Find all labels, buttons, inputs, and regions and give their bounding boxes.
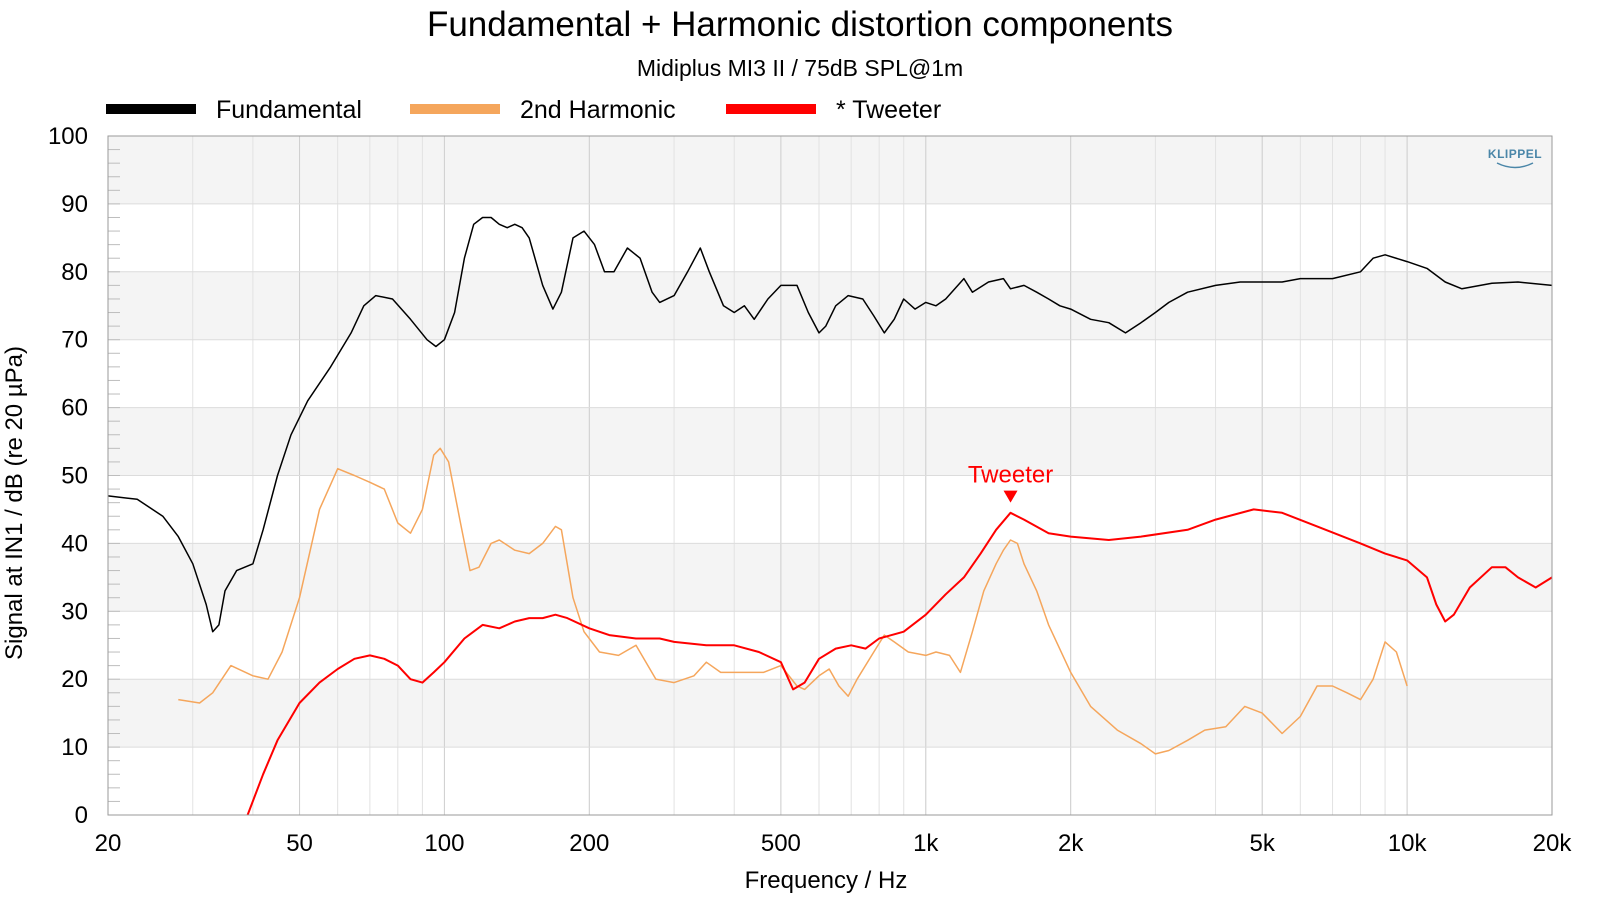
series-line-2nd-harmonic [178,447,1408,755]
legend-label-fundamental: Fundamental [216,96,362,124]
y-tick-labels: 0 10 20 30 40 50 60 70 80 90 100 [48,123,88,829]
grid-band [108,475,1552,544]
y-tick-label: 40 [61,530,88,557]
annotation-arrow-icon [1003,490,1018,503]
x-tick-label: 20k [1533,830,1573,857]
x-tick-label: 1k [913,830,939,857]
annotation: Tweeter [968,462,1053,503]
grid-band [108,611,1552,680]
y-tick-label: 100 [48,123,88,150]
y-tick-label: 60 [61,395,88,422]
y-tick-label: 80 [61,259,88,286]
x-tick-labels: 20 50 100 200 500 1k 2k 5k 10k 20k [95,830,1573,857]
series-line-tweeter [246,508,1553,816]
series-line-fundamental [107,216,1553,633]
y-tick-label: 30 [61,598,88,625]
klippel-logo: KLIPPEL [1488,147,1542,169]
x-tick-label: 200 [569,830,609,857]
minor-ticks [108,135,120,816]
y-tick-label: 50 [61,463,88,490]
chart-title: Fundamental + Harmonic distortion compon… [427,5,1173,44]
grid-band [108,136,1552,204]
x-tick-label: 500 [761,830,801,857]
annotation-label: Tweeter [968,462,1053,489]
grid-band [108,543,1552,612]
y-axis-label: Signal at IN1 / dB (re 20 µPa) [1,346,28,660]
y-tick-label: 0 [75,802,88,829]
x-tick-label: 10k [1388,830,1428,857]
legend-label-tweeter: * Tweeter [836,96,941,124]
plot-frame [107,135,1553,816]
y-tick-label: 10 [61,734,88,761]
grid-band [108,271,1552,340]
grid-band [108,747,1552,815]
grid-band [108,679,1552,748]
x-tick-label: 5k [1250,830,1276,857]
legend: Fundamental 2nd Harmonic * Tweeter [106,96,941,124]
grid-band [108,339,1552,408]
series-layer [107,216,1553,816]
klippel-logo-swoosh [1496,162,1534,169]
x-tick-label: 20 [95,830,122,857]
x-tick-label: 2k [1058,830,1084,857]
klippel-logo-text: KLIPPEL [1488,147,1542,161]
x-axis-label: Frequency / Hz [745,867,908,894]
x-tick-label: 100 [424,830,464,857]
y-tick-label: 70 [61,327,88,354]
grid-band [108,203,1552,272]
grid-major [108,136,1552,815]
x-tick-label: 50 [286,830,313,857]
chart-subtitle: Midiplus MI3 II / 75dB SPL@1m [637,55,963,81]
plot-background [108,136,1552,815]
y-tick-label: 20 [61,666,88,693]
legend-label-2nd-harmonic: 2nd Harmonic [520,96,676,124]
y-tick-label: 90 [61,191,88,218]
grid-band [108,407,1552,476]
